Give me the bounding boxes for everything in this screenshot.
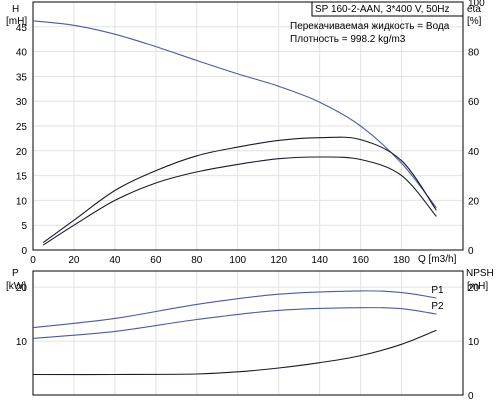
header-box [311,1,464,17]
h-axis-label: H [12,4,19,15]
left-y-tick-label: 45 [16,23,28,34]
left-y-tick-label: 40 [16,48,28,59]
curve-p2 [32,307,437,339]
left-y-tick-label: 10 [16,196,28,207]
left-y-tick-label: 25 [16,122,28,133]
curves [32,20,437,376]
right-y-tick-label: 20 [468,196,480,207]
left-y-tick-label: 5 [21,221,27,232]
h-axis-unit: [mH] [6,16,27,27]
pump-model-header: SP 160-2-AAN, 3*400 V, 50Hz [315,4,450,15]
curve-right-axis [42,136,437,244]
x-tick-label: 80 [191,255,203,266]
left-y-tick-label: 30 [16,97,28,108]
upper-plot-frame [32,1,464,251]
x-tick-label: 20 [68,255,80,266]
left-y-tick-label: 20 [16,283,28,294]
eta-axis-label: eta [467,4,481,15]
right-y-tick-label: 0 [468,246,474,257]
series-label-p1: P1 [431,285,444,296]
curve-left-axis [32,20,437,209]
tick-labels: 0 20 40 60 80 100 120 140 160 1800510152025303540… [16,0,485,400]
p-axis-unit: [kW] [6,281,26,292]
right-y-tick-label: 60 [468,97,480,108]
series-label-p2: P2 [431,301,444,312]
left-y-tick-label: 20 [16,147,28,158]
p-axis-label: P [12,268,19,279]
left-y-tick-label: 35 [16,72,28,83]
left-y-tick-label: 0 [21,246,27,257]
x-tick-label: 180 [393,255,410,266]
x-tick-label: 40 [109,255,121,266]
right-y-tick-label: 100 [468,0,485,9]
left-y-tick-label: 10 [16,337,28,348]
left-y-tick-label: 15 [16,172,28,183]
lower-plot-frame [32,270,464,396]
npsh-axis-label: NPSH [466,268,494,279]
curve-right-axis [42,156,437,246]
eta-axis-unit: [%] [467,16,482,27]
x-tick-label: 120 [270,255,287,266]
q-axis-label: Q [m3/h] [418,254,457,265]
x-tick-label: 0 [30,255,36,266]
liquid-note: Перекачиваемая жидкость = Вода [290,21,450,32]
right-y-tick-label: 80 [468,48,480,59]
curve-p1 [32,290,437,329]
right-y-tick-label: 40 [468,147,480,158]
npsh-axis-unit: [mH] [467,281,488,292]
gridlines [32,2,463,395]
x-tick-label: 60 [150,255,162,266]
x-tick-label: 100 [229,255,246,266]
right-y-tick-label: 20 [468,283,480,294]
x-tick-label: 140 [311,255,328,266]
curve-right-axis [32,329,437,376]
density-note: Плотность = 998.2 kg/m3 [290,34,406,45]
x-tick-label: 160 [352,255,369,266]
right-y-tick-label: 0 [468,391,474,400]
right-y-tick-label: 10 [468,337,480,348]
